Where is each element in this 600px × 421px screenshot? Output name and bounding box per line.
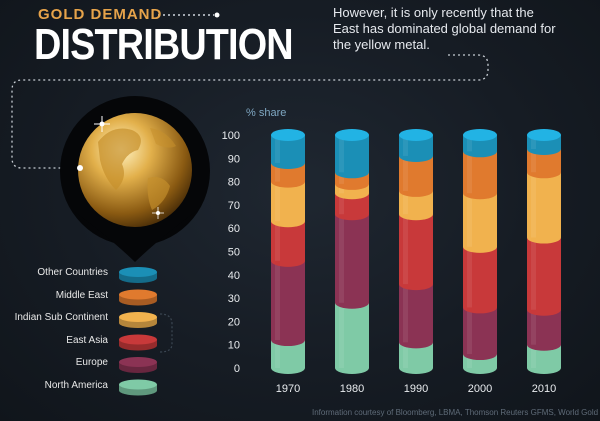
bar-other-countries-1990 [399,135,433,162]
credit-line: Information courtesy of Bloomberg, LBMA,… [312,408,600,417]
bar-middle-east-1970 [271,162,305,188]
bar-indian-sub-continent-1970 [271,181,305,228]
bar-highlight [339,135,344,173]
bar-top-cap-2010 [527,129,561,141]
legend-disc-other-countries [119,267,157,283]
bar-highlight [467,246,472,308]
bar-north-america-2010 [527,344,561,374]
y-tick-label: 10 [228,340,240,352]
bar-highlight [403,155,408,191]
y-tick-label: 40 [228,270,240,282]
bar-europe-2000 [463,307,497,361]
bar-highlight [339,193,344,215]
bar-highlight [467,151,472,194]
x-tick-label: 1970 [276,383,300,395]
bar-top-cap-1970 [271,129,305,141]
legend-disc-europe [119,357,157,373]
bar-highlight [275,181,280,222]
y-tick-label: 60 [228,223,240,235]
bar-highlight [403,284,408,343]
bar-east-asia-1980 [335,193,369,221]
bar-highlight [339,172,344,184]
bar-north-america-1980 [335,302,369,374]
bar-indian-sub-continent-2000 [463,193,497,253]
y-tick-label: 90 [228,153,240,165]
bar-east-asia-1970 [271,221,305,267]
bar-highlight [275,340,280,368]
y-tick-label: 70 [228,200,240,212]
x-tick-label: 2010 [532,383,556,395]
bar-highlight [531,172,536,238]
legend-label: North America [44,379,108,391]
legend-disc-north-america [119,379,157,396]
title-dot [214,12,220,18]
header-note: However, it is only recently that the Ea… [333,5,556,52]
bar-indian-sub-continent-2010 [527,172,561,244]
bar-middle-east-2010 [527,148,561,179]
note-connector-line [11,54,489,169]
bar-middle-east-1990 [399,155,433,197]
bar-europe-1990 [399,284,433,349]
bar-highlight [275,221,280,261]
bar-highlight [531,344,536,368]
bar-highlight [531,148,536,173]
y-tick-label: 100 [222,130,240,142]
y-tick-label: 50 [228,247,240,259]
bar-highlight [403,214,408,285]
bar-middle-east-2000 [463,151,497,200]
y-tick-label: 0 [234,363,240,375]
legend-label: Middle East [55,289,108,301]
bar-highlight [403,135,408,156]
bar-highlight [275,260,280,341]
bar-other-countries-2000 [463,135,497,158]
bar-other-countries-1980 [335,135,369,179]
x-tick-label: 1980 [340,383,364,395]
bar-europe-2010 [527,309,561,351]
bar-europe-1970 [271,260,305,347]
bar-top-cap-1980 [335,129,369,141]
bar-highlight [467,354,472,368]
legend-label: Other Countries [37,267,108,278]
bar-top-cap-2000 [463,129,497,141]
supertitle: GOLD DEMAND [38,6,163,23]
legend-label: Europe [75,357,108,368]
bar-north-america-1990 [399,342,433,374]
bar-highlight [275,135,280,163]
page-title: DISTRIBUTION [34,20,294,69]
bar-north-america-1970 [271,340,305,374]
x-tick-label: 1990 [404,383,428,395]
legend-disc-middle-east [119,289,157,306]
bar-highlight [467,307,472,355]
bar-highlight [403,342,408,368]
bar-europe-1980 [335,214,369,309]
bar-indian-sub-continent-1990 [399,190,433,221]
y-tick-label: 20 [228,316,240,328]
bar-top-cap-1990 [399,129,433,141]
bar-highlight [467,135,472,152]
legend-label: Indian Sub Continent [14,312,108,323]
bar-east-asia-2000 [463,246,497,314]
legend-label: East Asia [66,334,108,346]
bar-highlight [403,190,408,215]
bar-highlight [339,214,344,303]
legend-disc-indian-sub-continent [119,312,157,328]
y-tick-label: 80 [228,177,240,189]
bar-highlight [531,237,536,310]
bar-highlight [275,162,280,182]
connector-dot [77,165,83,171]
x-tick-label: 2000 [468,383,492,395]
globe-pin-icon [60,96,210,262]
bar-highlight [531,309,536,345]
bar-highlight [339,302,344,368]
y-axis-label: % share [246,107,287,119]
bar-highlight [467,193,472,247]
bar-other-countries-1970 [271,135,305,169]
bar-east-asia-1990 [399,214,433,291]
bar-highlight [531,135,536,149]
bar-east-asia-2010 [527,237,561,316]
legend-disc-east-asia [119,334,157,351]
y-tick-label: 30 [228,293,240,305]
